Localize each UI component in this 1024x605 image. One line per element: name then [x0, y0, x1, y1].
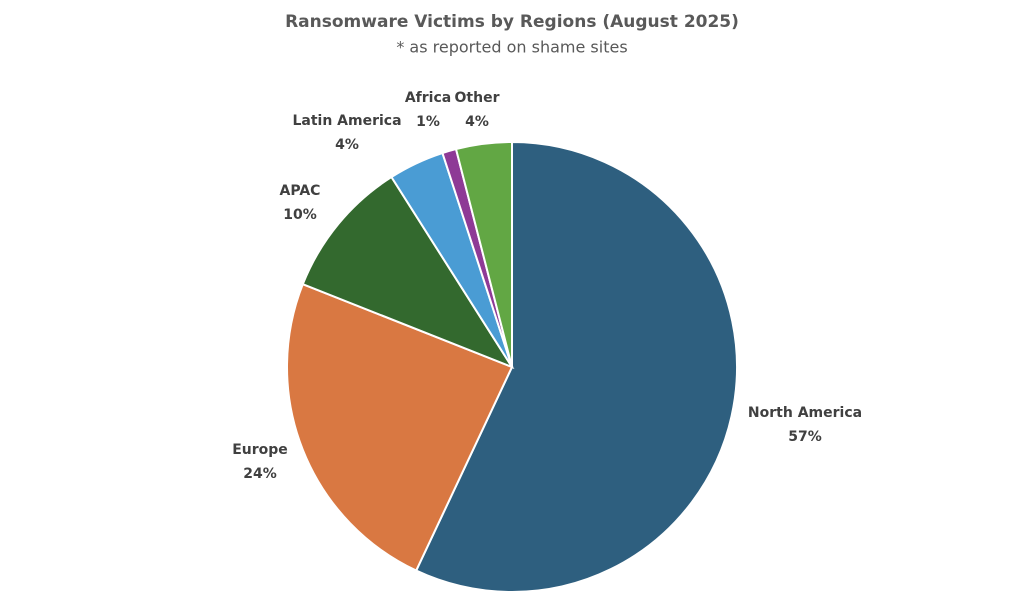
- slice-label: Europe: [232, 442, 288, 458]
- slice-value-label: 1%: [416, 114, 440, 130]
- slice-label: Other: [455, 90, 500, 106]
- pie-slice: [301, 175, 515, 370]
- slice-label: North America: [748, 405, 862, 421]
- slice-value-label: 57%: [788, 429, 822, 445]
- chart-title: Ransomware Victims by Regions (August 20…: [285, 12, 739, 32]
- slice-value-label: 4%: [465, 114, 489, 130]
- slice-label: Latin America: [292, 113, 401, 129]
- slice-value-label: 24%: [243, 466, 277, 482]
- slice-value-label: 10%: [283, 207, 317, 223]
- slice-label: APAC: [280, 183, 321, 199]
- pie-slice: [454, 140, 513, 368]
- slice-value-label: 4%: [335, 137, 359, 153]
- slice-label: Africa: [405, 90, 451, 106]
- pie-slice: [286, 282, 514, 572]
- pie-slice: [414, 140, 738, 593]
- chart-subtitle: * as reported on shame sites: [396, 38, 627, 57]
